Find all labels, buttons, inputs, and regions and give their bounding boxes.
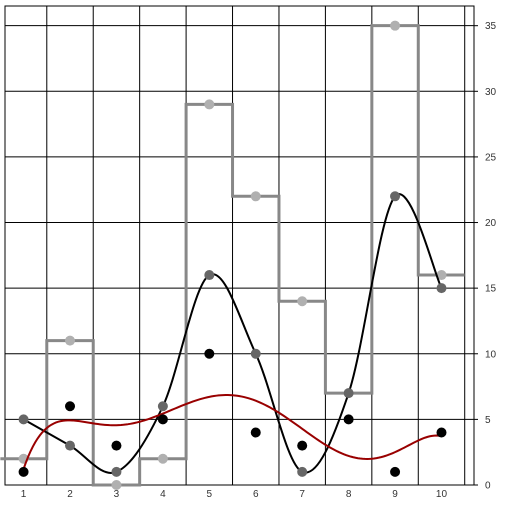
data-point	[157, 453, 168, 464]
step-line	[0, 24, 465, 487]
x-tick-label: 5	[207, 489, 213, 500]
data-point	[250, 427, 261, 438]
y-tick-label: 25	[485, 152, 497, 163]
data-point	[204, 99, 215, 110]
axes: 1 2 3 4 5 6 7 8 9 10 0 5 10 15 20 25 30 35	[21, 21, 497, 500]
x-tick-label: 10	[436, 489, 448, 500]
trend-line	[22, 394, 442, 470]
y-tick-label: 15	[485, 284, 497, 295]
data-point	[436, 283, 447, 294]
data-point	[65, 440, 76, 451]
data-point	[436, 427, 447, 438]
x-tick-label: 9	[392, 489, 398, 500]
data-point	[18, 414, 29, 425]
x-tick-label: 3	[114, 489, 120, 500]
x-tick-label: 2	[67, 489, 73, 500]
data-point	[390, 20, 401, 31]
plot-area	[0, 20, 465, 490]
y-tick-label: 10	[485, 349, 497, 360]
x-tick-label: 6	[253, 489, 259, 500]
y-tick-label: 30	[485, 87, 497, 98]
data-point	[111, 466, 122, 477]
data-point	[204, 270, 215, 281]
data-point	[250, 191, 261, 202]
x-tick-label: 8	[346, 489, 352, 500]
data-point	[18, 466, 29, 477]
data-point	[250, 348, 261, 359]
data-point	[343, 414, 354, 425]
data-point	[297, 296, 308, 307]
plot-frame	[4, 5, 475, 486]
y-tick-label: 35	[485, 21, 497, 32]
data-point	[157, 414, 168, 425]
data-point	[111, 480, 122, 490]
data-point	[343, 388, 354, 399]
data-point	[390, 191, 401, 202]
data-point	[436, 270, 447, 281]
y-tick-label: 5	[485, 415, 491, 426]
data-point	[204, 348, 215, 359]
series-step	[0, 20, 465, 490]
data-point	[297, 466, 308, 477]
x-tick-label: 1	[21, 489, 27, 500]
y-tick-label: 20	[485, 218, 497, 229]
series-scatter	[18, 348, 447, 477]
data-point	[297, 440, 308, 451]
x-tick-label: 4	[160, 489, 166, 500]
y-tick-label: 0	[485, 481, 491, 492]
x-tick-label: 7	[299, 489, 305, 500]
series-smooth	[18, 191, 447, 477]
data-point	[390, 466, 401, 477]
data-point	[157, 401, 168, 412]
data-point	[65, 401, 76, 412]
grid	[4, 5, 475, 486]
data-point	[111, 440, 122, 451]
data-point	[65, 335, 76, 346]
